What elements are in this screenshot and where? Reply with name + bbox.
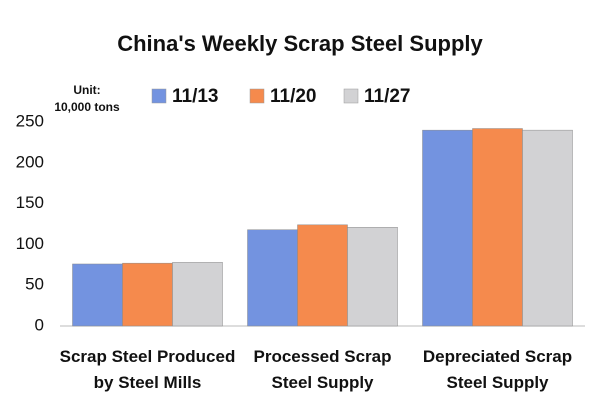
bar xyxy=(122,262,173,327)
bar xyxy=(172,262,223,327)
legend-swatch xyxy=(343,88,359,104)
bar xyxy=(522,129,573,327)
y-tick-label: 100 xyxy=(16,234,44,253)
y-tick-label: 200 xyxy=(16,152,44,171)
y-tick-label: 250 xyxy=(16,111,44,130)
x-tick-label: Depreciated Scrap Steel Supply xyxy=(422,347,573,392)
bar xyxy=(422,129,473,327)
legend-swatch xyxy=(151,88,167,104)
y-tick-label: 50 xyxy=(25,275,44,294)
y-tick-label: 150 xyxy=(16,193,44,212)
bar xyxy=(247,229,298,327)
legend-label: 11/27 xyxy=(364,86,411,107)
chart-title: China's Weekly Scrap Steel Supply xyxy=(117,31,483,56)
x-tick-label: Processed Scrap Steel Supply xyxy=(253,347,392,392)
legend-swatch xyxy=(249,88,265,104)
unit-label: Unit: 10,000 tons xyxy=(54,83,120,114)
bar xyxy=(347,227,398,327)
bar xyxy=(72,263,123,327)
y-tick-label: 0 xyxy=(35,315,44,334)
legend-label: 11/13 xyxy=(172,86,219,107)
bar xyxy=(472,128,523,327)
legend-label: 11/20 xyxy=(270,86,317,107)
bar xyxy=(297,224,348,327)
x-tick-label: Scrap Steel Produced by Steel Mills xyxy=(59,347,236,392)
